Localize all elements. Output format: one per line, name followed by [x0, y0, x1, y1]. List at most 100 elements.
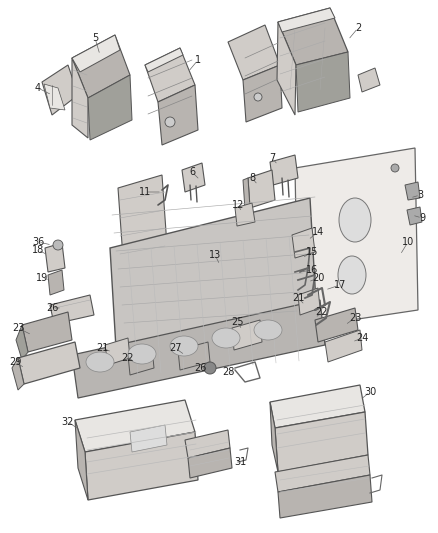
Text: 19: 19	[36, 273, 48, 283]
Text: 29: 29	[9, 357, 21, 367]
Polygon shape	[72, 58, 88, 138]
Polygon shape	[48, 270, 64, 295]
Text: 18: 18	[32, 245, 44, 255]
Ellipse shape	[339, 198, 371, 242]
Polygon shape	[292, 228, 315, 258]
Text: 11: 11	[139, 187, 151, 197]
Polygon shape	[18, 342, 80, 384]
Text: 10: 10	[402, 237, 414, 247]
Text: 14: 14	[312, 227, 324, 237]
Text: 6: 6	[189, 167, 195, 177]
Text: 23: 23	[12, 323, 24, 333]
Polygon shape	[278, 475, 372, 518]
Text: 3: 3	[417, 190, 423, 200]
Text: 30: 30	[364, 387, 376, 397]
Circle shape	[165, 117, 175, 127]
Polygon shape	[128, 348, 154, 375]
Polygon shape	[72, 35, 120, 72]
Text: 26: 26	[46, 303, 58, 313]
Text: 15: 15	[306, 247, 318, 257]
Polygon shape	[72, 300, 325, 398]
Text: 9: 9	[419, 213, 425, 223]
Text: 4: 4	[35, 83, 41, 93]
Ellipse shape	[212, 328, 240, 348]
Polygon shape	[270, 402, 278, 472]
Polygon shape	[243, 65, 282, 122]
Ellipse shape	[170, 336, 198, 356]
Polygon shape	[270, 155, 298, 185]
Polygon shape	[45, 243, 65, 272]
Polygon shape	[228, 25, 280, 80]
Text: 2: 2	[355, 23, 361, 33]
Polygon shape	[235, 203, 255, 226]
Polygon shape	[232, 320, 262, 350]
Text: 24: 24	[356, 333, 368, 343]
Polygon shape	[22, 312, 72, 352]
Polygon shape	[72, 35, 130, 98]
Polygon shape	[145, 48, 195, 102]
Polygon shape	[315, 308, 358, 342]
Text: 23: 23	[349, 313, 361, 323]
Text: 16: 16	[306, 265, 318, 275]
Text: 13: 13	[209, 250, 221, 260]
Polygon shape	[405, 182, 420, 200]
Polygon shape	[130, 425, 167, 452]
Text: 17: 17	[334, 280, 346, 290]
Polygon shape	[178, 342, 210, 370]
Ellipse shape	[254, 320, 282, 340]
Text: 7: 7	[269, 153, 275, 163]
Polygon shape	[42, 65, 78, 115]
Text: 26: 26	[194, 363, 206, 373]
Polygon shape	[158, 85, 198, 145]
Circle shape	[254, 93, 262, 101]
Polygon shape	[270, 385, 365, 428]
Text: 28: 28	[222, 367, 234, 377]
Text: 22: 22	[122, 353, 134, 363]
Text: 20: 20	[312, 273, 324, 283]
Polygon shape	[358, 68, 380, 92]
Polygon shape	[243, 178, 250, 210]
Polygon shape	[75, 420, 88, 500]
Circle shape	[53, 240, 63, 250]
Polygon shape	[75, 400, 195, 452]
Text: 21: 21	[96, 343, 108, 353]
Ellipse shape	[128, 344, 156, 364]
Polygon shape	[275, 412, 368, 472]
Polygon shape	[16, 325, 28, 360]
Polygon shape	[44, 84, 65, 110]
Ellipse shape	[86, 352, 114, 372]
Polygon shape	[12, 358, 24, 390]
Text: 25: 25	[232, 317, 244, 327]
Text: 21: 21	[292, 293, 304, 303]
Text: 27: 27	[169, 343, 181, 353]
Text: 22: 22	[316, 307, 328, 317]
Text: 8: 8	[249, 173, 255, 183]
Polygon shape	[275, 455, 370, 492]
Polygon shape	[188, 448, 232, 478]
Polygon shape	[325, 330, 362, 362]
Ellipse shape	[338, 256, 366, 294]
Polygon shape	[50, 295, 94, 324]
Polygon shape	[298, 288, 320, 315]
Polygon shape	[185, 430, 230, 458]
Polygon shape	[145, 48, 183, 72]
Polygon shape	[278, 8, 348, 65]
Polygon shape	[278, 8, 335, 32]
Text: 1: 1	[195, 55, 201, 65]
Polygon shape	[105, 338, 130, 365]
Polygon shape	[248, 170, 275, 208]
Text: 5: 5	[92, 33, 98, 43]
Polygon shape	[110, 198, 318, 382]
Circle shape	[204, 362, 216, 374]
Polygon shape	[277, 22, 296, 115]
Text: 31: 31	[234, 457, 246, 467]
Polygon shape	[182, 163, 205, 192]
Text: 12: 12	[232, 200, 244, 210]
Text: 32: 32	[62, 417, 74, 427]
Polygon shape	[407, 207, 422, 225]
Polygon shape	[88, 75, 132, 140]
Polygon shape	[85, 432, 198, 500]
Text: 36: 36	[32, 237, 44, 247]
Polygon shape	[296, 52, 350, 112]
Polygon shape	[118, 175, 168, 272]
